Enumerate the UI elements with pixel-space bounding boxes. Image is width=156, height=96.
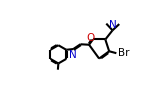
Text: Br: Br [118, 48, 129, 58]
Text: N: N [69, 50, 77, 60]
Text: O: O [87, 33, 95, 43]
Text: N: N [109, 20, 116, 30]
